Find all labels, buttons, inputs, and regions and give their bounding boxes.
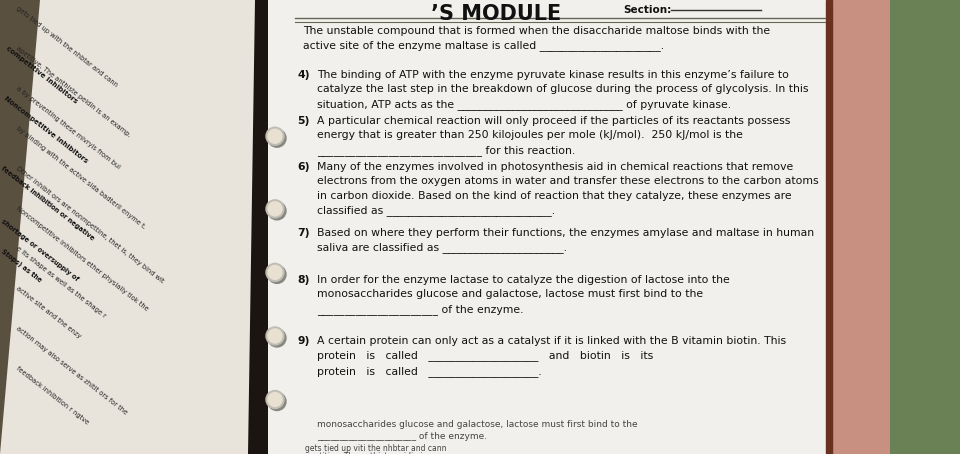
Text: monosaccharides glucose and galactose, lactose must first bind to the: monosaccharides glucose and galactose, l… [317, 420, 637, 429]
Text: gets tied up viti the nhbtar and cann: gets tied up viti the nhbtar and cann [305, 444, 446, 453]
Text: 7): 7) [297, 228, 309, 238]
Text: ’S MODULE: ’S MODULE [431, 4, 562, 24]
Circle shape [266, 200, 284, 218]
Text: shortage or oversupply of: shortage or oversupply of [0, 218, 80, 282]
Text: Noncompetitive inhibitors: Noncompetitive inhibitors [3, 95, 89, 164]
Text: action may also serve as zhitit ors for the: action may also serve as zhitit ors for … [15, 325, 129, 415]
Circle shape [268, 393, 282, 406]
Text: Based on where they perform their functions, the enzymes amylase and maltase in : Based on where they perform their functi… [317, 228, 814, 253]
Polygon shape [248, 0, 295, 454]
Text: Section:: Section: [624, 5, 672, 15]
Circle shape [266, 127, 284, 145]
Text: Noncompetitive inhibitors ether physially tlok the: Noncompetitive inhibitors ether physiall… [15, 205, 150, 312]
Circle shape [268, 202, 286, 220]
Text: 5): 5) [297, 116, 309, 126]
Text: feedback inhibition r ngtve: feedback inhibition r ngtve [15, 365, 90, 425]
Circle shape [268, 129, 282, 143]
Circle shape [268, 393, 286, 410]
Text: Many of the enzymes involved in photosynthesis aid in chemical reactions that re: Many of the enzymes involved in photosyn… [317, 162, 819, 216]
Bar [560, 0, 960, 454]
Text: 6): 6) [297, 162, 309, 172]
Text: by binding with the active sida badteril enyme t.: by binding with the active sida badteril… [15, 125, 147, 230]
Text: A certain protein can only act as a catalyst if it is linked with the B vitamin : A certain protein can only act as a cata… [317, 336, 786, 377]
Text: Stops) as the: Stops) as the [0, 248, 42, 283]
Text: apetitive. The anthiste peidin is an examp.: apetitive. The anthiste peidin is an exa… [15, 45, 132, 138]
Text: apetitive. The anthiste peidin is an examp.: apetitive. The anthiste peidin is an exa… [305, 452, 469, 454]
Text: ______________________ of the enzyme.: ______________________ of the enzyme. [317, 432, 487, 441]
Circle shape [268, 329, 286, 347]
Text: Dther inhibit ors are nonmpettine, thet is, they bind wit: Dther inhibit ors are nonmpettine, thet … [15, 165, 165, 284]
Circle shape [266, 263, 284, 281]
Text: In order for the enzyme lactase to catalyze the digestion of lactose into the
mo: In order for the enzyme lactase to catal… [317, 275, 730, 315]
Polygon shape [830, 0, 890, 454]
Bar [826, 0, 832, 454]
Text: The binding of ATP with the enzyme pyruvate kinase results in this enzyme’s fail: The binding of ATP with the enzyme pyruv… [317, 70, 808, 110]
Text: e its shape as well as the shage r: e its shape as well as the shage r [15, 245, 107, 319]
Text: 4): 4) [297, 70, 309, 80]
Circle shape [268, 266, 286, 283]
Text: competitive inhibitors: competitive inhibitors [5, 45, 79, 104]
Circle shape [268, 266, 282, 279]
Text: 8): 8) [297, 275, 309, 285]
Polygon shape [268, 0, 868, 454]
Text: gets tied up with the nhbtar and cann: gets tied up with the nhbtar and cann [15, 5, 119, 88]
Text: The unstable compound that is formed when the disaccharide maltose binds with th: The unstable compound that is formed whe… [303, 26, 770, 51]
Bar [0, 0, 560, 454]
Circle shape [268, 202, 282, 216]
Text: active site and the enzy: active site and the enzy [15, 285, 82, 339]
Circle shape [266, 390, 284, 409]
Polygon shape [0, 0, 280, 454]
Text: 9): 9) [297, 336, 309, 346]
Text: feedback inhibition or negative: feedback inhibition or negative [0, 165, 95, 241]
Text: a by preventing these mivryis from bui: a by preventing these mivryis from bui [15, 85, 121, 170]
Circle shape [268, 329, 282, 343]
Text: A particular chemical reaction will only proceed if the particles of its reactan: A particular chemical reaction will only… [317, 116, 790, 156]
Circle shape [268, 129, 286, 147]
Circle shape [266, 327, 284, 345]
